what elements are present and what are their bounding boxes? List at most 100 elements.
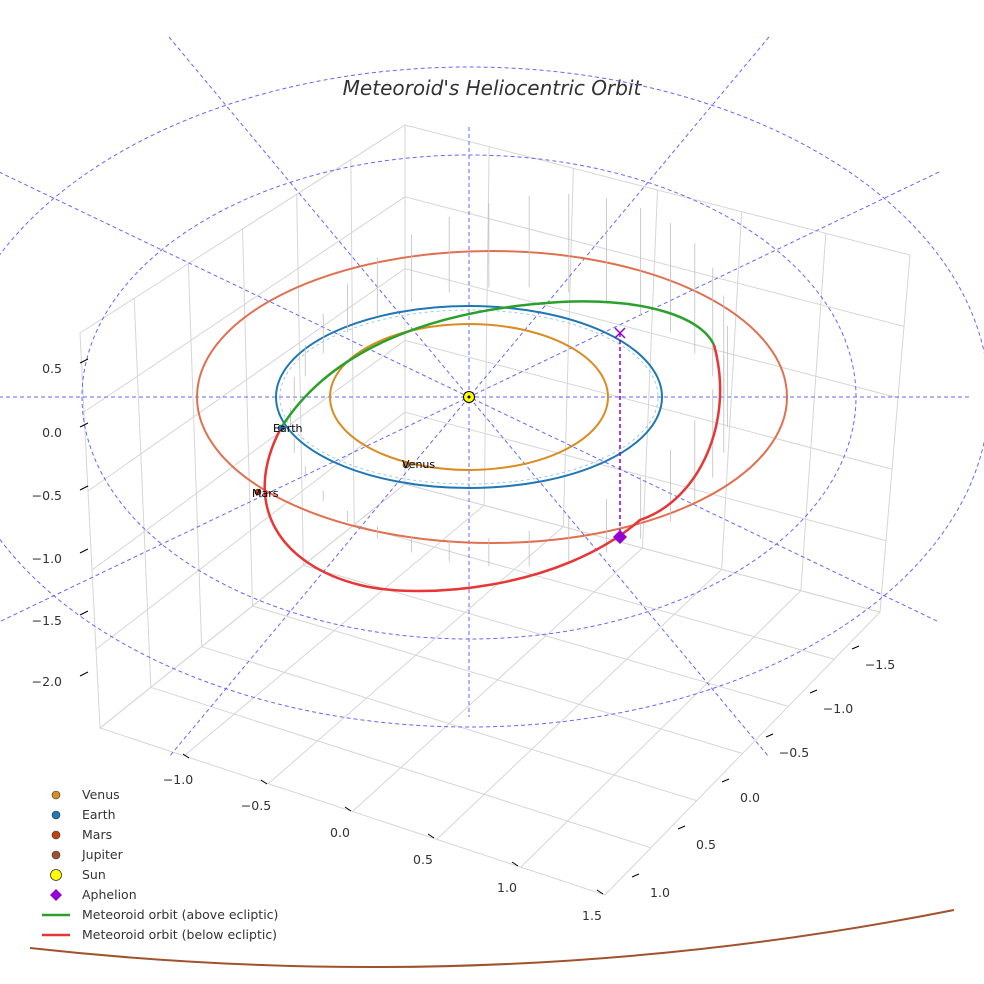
legend-label: Meteoroid orbit (above ecliptic)	[82, 907, 278, 922]
bodies: Venus Earth Mars	[252, 327, 627, 544]
y-tick-label: −0.5	[779, 745, 809, 760]
legend-marker	[51, 850, 61, 860]
x-tick-label: 1.5	[582, 908, 602, 923]
gridline	[562, 168, 574, 527]
aphelion-projection-marker	[614, 327, 626, 339]
legend-item: Earth	[51, 807, 116, 822]
gridline	[436, 568, 723, 840]
x-tick-label: 0.0	[330, 825, 350, 840]
z-tick-mark	[79, 548, 89, 554]
earth-label: Earth	[273, 422, 303, 435]
x-tick-mark	[344, 806, 352, 812]
legend-label: Aphelion	[82, 887, 137, 902]
gridline	[520, 590, 802, 868]
y-tick-label: −1.5	[865, 657, 895, 672]
venus-marker	[402, 461, 410, 469]
floor-pane-frame	[98, 483, 881, 896]
legend-marker	[51, 830, 61, 840]
z-tick-mark	[79, 485, 89, 491]
reference-circle	[0, 66, 984, 728]
z-tick-mark	[79, 671, 89, 677]
z-tick-label: −2.0	[32, 674, 62, 689]
legend-item: Venus	[51, 787, 120, 802]
gridline	[721, 211, 743, 570]
reference-line	[168, 36, 770, 758]
y-tick-mark	[765, 733, 774, 738]
chart-title: Meteoroid's Heliocentric Orbit	[343, 76, 643, 100]
legend-item: Sun	[50, 867, 106, 882]
gridlines	[83, 146, 905, 868]
gridline	[642, 189, 658, 549]
sun-center	[467, 395, 471, 399]
x-tick-mark	[260, 779, 268, 785]
z-tick-label: 0.5	[42, 361, 62, 376]
y-tick-mark	[721, 778, 730, 783]
jupiter-orbit	[29, 909, 955, 969]
z-tick-mark	[79, 358, 89, 364]
gridline	[187, 263, 203, 647]
gridline	[242, 228, 253, 607]
y-tick-label: −1.0	[823, 701, 853, 716]
legend-item: Mars	[51, 827, 112, 842]
x-tick-mark	[427, 833, 435, 839]
legend-label: Earth	[82, 807, 116, 822]
legend-item: Jupiter	[51, 847, 124, 862]
mars-marker	[254, 488, 262, 496]
venus-label: Venus	[402, 458, 435, 471]
reference-grid	[0, 36, 984, 758]
y-tick-label: 0.0	[740, 790, 760, 805]
reference-circle	[81, 154, 857, 640]
mars-label: Mars	[252, 487, 279, 500]
legend-marker	[51, 790, 61, 800]
legend-label: Venus	[82, 787, 120, 802]
aphelion-marker	[613, 530, 627, 544]
legend-label: Mars	[82, 827, 112, 842]
x-tick-label: 0.5	[413, 852, 433, 867]
x-tick-mark	[182, 753, 190, 759]
y-tick-label: 1.0	[650, 885, 670, 900]
gridline	[350, 159, 355, 525]
z-tick-label: −1.0	[32, 551, 62, 566]
meteoroid-orbit	[263, 300, 722, 593]
meteoroid-orbit-above	[279, 300, 716, 429]
x-tick-mark	[596, 889, 604, 895]
legend: Venus Earth Mars Jupiter Sun Aphelion Meteoroi…	[42, 787, 278, 942]
legend-label: Jupiter	[81, 847, 124, 862]
gridline	[133, 298, 152, 688]
x-axis-ticks: −1.0 −0.5 0.0 0.5 1.0 1.5	[163, 753, 604, 923]
y-tick-label: 0.5	[696, 837, 716, 852]
legend-marker	[51, 810, 61, 820]
legend-marker	[50, 869, 62, 881]
earth-orbit	[275, 305, 664, 489]
meteoroid-orbit-below	[263, 344, 722, 593]
z-tick-label: −1.5	[32, 613, 62, 628]
gridline	[303, 564, 789, 707]
gridline	[296, 194, 304, 566]
z-tick-mark	[79, 422, 89, 428]
y-tick-mark	[631, 873, 640, 878]
legend-item: Meteoroid orbit (above ecliptic)	[42, 907, 278, 922]
y-tick-mark	[851, 645, 860, 650]
gridline	[800, 233, 827, 591]
mars-orbit	[196, 250, 789, 544]
gridline	[483, 146, 490, 506]
x-tick-label: −1.0	[163, 772, 193, 787]
x-tick-mark	[511, 861, 519, 867]
planet-orbits	[29, 250, 955, 969]
legend-label: Meteoroid orbit (below ecliptic)	[82, 927, 277, 942]
gridline	[252, 605, 743, 754]
y-tick-mark	[677, 825, 686, 830]
y-tick-mark	[809, 689, 818, 694]
z-tick-mark	[79, 610, 89, 616]
z-tick-label: 0.0	[42, 425, 62, 440]
legend-item: Aphelion	[50, 887, 137, 902]
axes-grid	[79, 124, 911, 896]
z-tick-label: −0.5	[32, 488, 62, 503]
y-axis-ticks: −1.5 −1.0 −0.5 0.0 0.5 1.0	[631, 645, 895, 900]
reference-line	[168, 36, 770, 758]
legend-item: Meteoroid orbit (below ecliptic)	[42, 927, 277, 942]
legend-label: Sun	[82, 867, 106, 882]
earth-marker	[277, 424, 285, 432]
x-tick-label: 1.0	[497, 880, 517, 895]
